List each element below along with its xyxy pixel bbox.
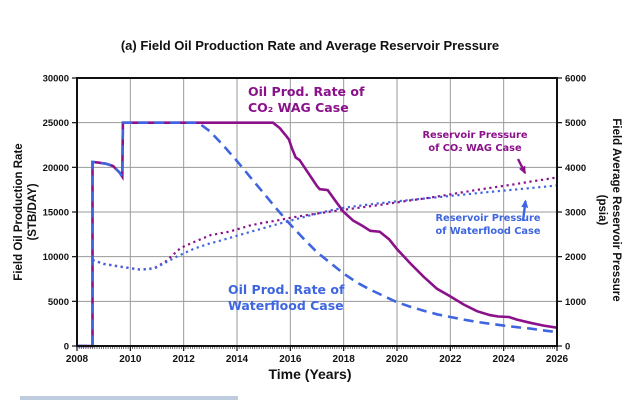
annotation-waterflood-rate-line2: Waterflood Case xyxy=(228,298,344,313)
annotation-waterflood-pressure: Reservoir Pressure of Waterflood Case xyxy=(433,212,543,238)
y-left-tick-label: 5000 xyxy=(48,297,69,308)
y-right-tick-label: 4000 xyxy=(565,163,586,174)
annotation-waterflood-pressure-line1: Reservoir Pressure xyxy=(435,213,541,224)
screenshot-edge-artifact xyxy=(20,396,238,400)
y-right-tick-label: 2000 xyxy=(565,252,586,263)
annotation-wag-rate: Oil Prod. Rate of CO₂ WAG Case xyxy=(248,84,364,116)
y-right-tick-label: 5000 xyxy=(565,118,586,129)
y-axis-left-units: (STB/DAY) xyxy=(27,183,39,241)
y-left-tick-label: 0 xyxy=(64,342,69,353)
annotation-wag-pressure: Reservoir Pressure of CO₂ WAG Case xyxy=(420,129,530,155)
x-tick-label: 2022 xyxy=(439,354,462,365)
x-tick-label: 2008 xyxy=(66,354,89,365)
y-axis-left-label: Field Oil Production Rate xyxy=(13,143,25,281)
y-left-tick-label: 10000 xyxy=(43,252,69,263)
y-right-tick-label: 1000 xyxy=(565,297,586,308)
x-tick-label: 2012 xyxy=(173,354,196,365)
y-axis-right-label: Field Average Reservoir Pressure xyxy=(610,118,622,302)
x-tick-label: 2014 xyxy=(226,354,249,365)
y-left-tick-label: 30000 xyxy=(43,74,69,85)
wag-pressure-arrow-icon xyxy=(516,158,527,175)
annotation-waterflood-pressure-line2: of Waterflood Case xyxy=(435,226,541,237)
y-right-tick-label: 3000 xyxy=(565,208,586,219)
x-tick-label: 2016 xyxy=(279,354,302,365)
annotation-waterflood-rate-line1: Oil Prod. Rate of xyxy=(228,282,345,297)
y-left-tick-label: 25000 xyxy=(43,118,69,129)
annotation-wag-rate-line2: CO₂ WAG Case xyxy=(248,100,349,115)
x-tick-label: 2020 xyxy=(386,354,409,365)
annotation-wag-rate-line1: Oil Prod. Rate of xyxy=(248,84,365,99)
y-axis-right-title: Field Average Reservoir Pressure (psia) xyxy=(593,110,623,310)
annotation-wag-pressure-line2: of CO₂ WAG Case xyxy=(428,143,522,154)
waterflood-pressure-arrow-icon xyxy=(521,199,529,222)
series-waterflood-rate-line xyxy=(77,121,558,348)
y-left-tick-label: 20000 xyxy=(43,163,69,174)
y-right-tick-label: 6000 xyxy=(565,74,586,85)
x-tick-label: 2026 xyxy=(546,354,569,365)
y-left-tick-label: 15000 xyxy=(43,208,69,219)
y-axis-right-units: (psia) xyxy=(596,194,608,226)
annotation-wag-pressure-line1: Reservoir Pressure xyxy=(422,130,528,141)
y-axis-left-title: Field Oil Production Rate (STB/DAY) xyxy=(12,117,42,307)
chart-title: (a) Field Oil Production Rate and Averag… xyxy=(120,38,500,53)
x-axis-title: Time (Years) xyxy=(268,366,352,382)
x-tick-label: 2010 xyxy=(119,354,142,365)
annotation-waterflood-rate: Oil Prod. Rate of Waterflood Case xyxy=(228,282,344,314)
y-right-tick-label: 0 xyxy=(565,342,570,353)
tick-labels: 2008 2010 2012 2014 2016 2018 2020 2022 2024 2026… xyxy=(43,74,587,366)
plot-frame xyxy=(76,77,558,347)
x-tick-label: 2018 xyxy=(333,354,356,365)
x-tick-label: 2024 xyxy=(493,354,516,365)
